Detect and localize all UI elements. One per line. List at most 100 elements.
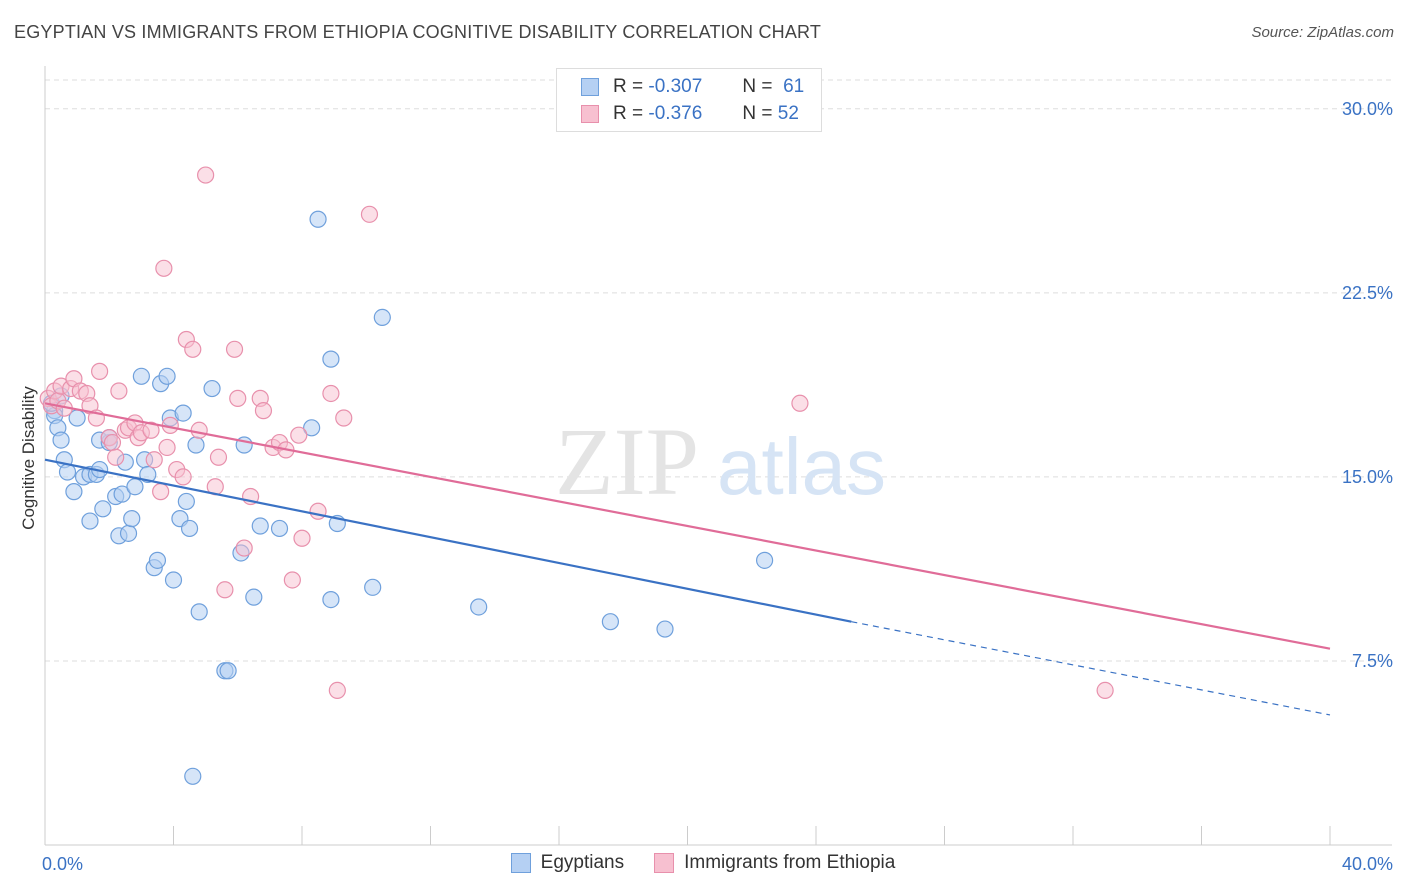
ethiopia-point	[197, 166, 215, 184]
y-axis-label: Cognitive Disability	[19, 386, 38, 530]
ethiopia-point	[107, 448, 125, 466]
egyptians-point	[251, 517, 269, 535]
ethiopia-point	[791, 394, 809, 412]
watermark-atlas: atlas	[717, 422, 886, 511]
egyptians-point	[203, 379, 221, 398]
legend-swatch-pink	[581, 105, 599, 123]
ethiopia-point	[209, 448, 228, 466]
egyptians-point	[656, 620, 674, 638]
trend-lines	[44, 402, 1331, 716]
legend-row-egyptians: R = -0.307 N = 61	[581, 75, 804, 99]
egyptians-trend-extension	[851, 621, 1331, 716]
egyptians-point	[81, 512, 99, 530]
ethiopia-point	[174, 468, 192, 486]
ethiopia-point	[335, 409, 353, 427]
ethiopia-point	[1096, 681, 1114, 700]
axes	[44, 66, 1392, 846]
egyptians-point	[52, 431, 70, 449]
legend-n-value: 61	[783, 76, 805, 97]
egyptians-point	[245, 588, 263, 606]
egyptians-point	[164, 571, 183, 589]
ethiopia-point	[91, 362, 109, 380]
egyptians-point	[148, 551, 167, 569]
egyptians-point	[94, 500, 112, 518]
ethiopia-point	[152, 483, 170, 501]
y-tick-label: 7.5%	[1352, 651, 1393, 671]
egyptians-point	[123, 510, 141, 528]
egyptians-point	[470, 598, 488, 616]
egyptians-point	[190, 603, 208, 621]
egyptians-point	[65, 483, 83, 501]
ethiopia-point	[225, 340, 244, 358]
egyptians-point	[601, 613, 620, 631]
egyptians-point	[755, 551, 774, 569]
egyptians-point	[322, 350, 340, 368]
series-ethiopia-points	[39, 166, 1114, 700]
egyptians-point	[158, 367, 176, 385]
legend-r-label: R =	[613, 76, 644, 97]
ethiopia-point	[158, 438, 176, 457]
egyptians-point	[184, 767, 202, 785]
legend-item-ethiopia: Immigrants from Ethiopia	[654, 852, 895, 874]
y-tick-label: 30.0%	[1342, 99, 1393, 119]
ethiopia-point	[216, 581, 234, 599]
legend-swatch-ethiopia	[654, 853, 675, 873]
legend-r-value: -0.307	[648, 76, 703, 97]
egyptians-point	[303, 419, 321, 437]
egyptians-point	[187, 436, 205, 454]
x-tick-label: 40.0%	[1342, 854, 1393, 874]
y-tick-label: 22.5%	[1342, 283, 1393, 303]
ethiopia-point	[283, 571, 301, 589]
legend-label-egyptians: Egyptians	[540, 852, 625, 873]
ethiopia-point	[322, 384, 340, 403]
ethiopia-point	[229, 389, 247, 407]
chart-title: EGYPTIAN VS IMMIGRANTS FROM ETHIOPIA COG…	[14, 22, 822, 42]
ethiopia-point	[190, 421, 208, 439]
ethiopia-point	[184, 340, 202, 358]
ethiopia-point	[328, 681, 346, 700]
egyptians-trend-line	[44, 458, 852, 623]
legend-swatch-blue	[581, 78, 599, 96]
egyptians-point	[180, 519, 199, 538]
ethiopia-point	[145, 451, 163, 469]
legend-label-ethiopia: Immigrants from Ethiopia	[684, 852, 896, 873]
legend-n-value: 52	[777, 103, 799, 124]
chart-source: Source: ZipAtlas.com	[1251, 24, 1394, 41]
legend-n-label: N =	[742, 103, 773, 124]
watermark-zip: ZIP	[555, 408, 699, 515]
egyptians-point	[322, 591, 340, 609]
ethiopia-point	[103, 433, 122, 452]
legend-r-value: -0.376	[648, 103, 703, 124]
ethiopia-point	[235, 539, 253, 557]
series-legend: Egyptians Immigrants from Ethiopia	[0, 852, 1406, 874]
y-tick-label: 15.0%	[1342, 467, 1393, 487]
ethiopia-point	[309, 502, 327, 520]
legend-item-egyptians: Egyptians	[510, 852, 625, 874]
ethiopia-point	[110, 382, 128, 400]
egyptians-point	[364, 578, 382, 596]
ethiopia-point	[254, 402, 273, 420]
egyptians-point	[177, 492, 195, 511]
ethiopia-point	[142, 421, 160, 439]
egyptians-point	[309, 210, 327, 228]
egyptians-point	[126, 478, 144, 496]
legend-r-label: R =	[613, 103, 644, 124]
egyptians-point	[113, 485, 131, 503]
egyptians-point	[270, 519, 289, 538]
ethiopia-trend-line	[44, 402, 1331, 650]
legend-row-ethiopia: R = -0.376 N = 52	[581, 102, 799, 126]
stats-legend: R = -0.307 N = 61 R = -0.376 N = 52	[556, 68, 822, 132]
ethiopia-point	[293, 529, 311, 547]
egyptians-point	[174, 404, 192, 422]
ethiopia-point	[360, 205, 379, 223]
x-tick-label: 0.0%	[42, 854, 83, 874]
egyptians-point	[219, 662, 237, 680]
egyptians-point	[119, 524, 138, 542]
legend-swatch-egyptians	[510, 853, 531, 873]
ethiopia-point	[155, 259, 173, 277]
egyptians-point	[132, 367, 150, 385]
tick-labels: 7.5% 15.0% 22.5% 30.0% 0.0% 40.0%	[42, 99, 1393, 874]
legend-n-label: N =	[742, 76, 773, 97]
grid-lines	[45, 79, 1392, 662]
